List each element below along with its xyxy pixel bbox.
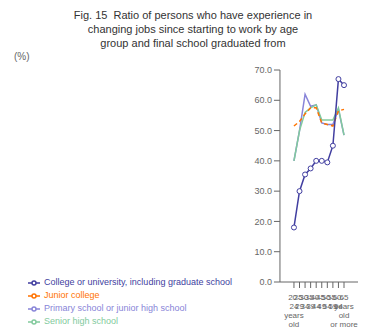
svg-text:65yearsoldor more: 65yearsoldor more xyxy=(330,293,358,328)
svg-text:30.0: 30.0 xyxy=(254,186,272,196)
svg-text:50.0: 50.0 xyxy=(254,126,272,136)
svg-text:10.0: 10.0 xyxy=(254,247,272,257)
svg-text:40.0: 40.0 xyxy=(254,156,272,166)
svg-text:0.0: 0.0 xyxy=(259,277,272,287)
svg-text:70.0: 70.0 xyxy=(254,65,272,75)
svg-text:20.0: 20.0 xyxy=(254,217,272,227)
svg-text:60.0: 60.0 xyxy=(254,95,272,105)
